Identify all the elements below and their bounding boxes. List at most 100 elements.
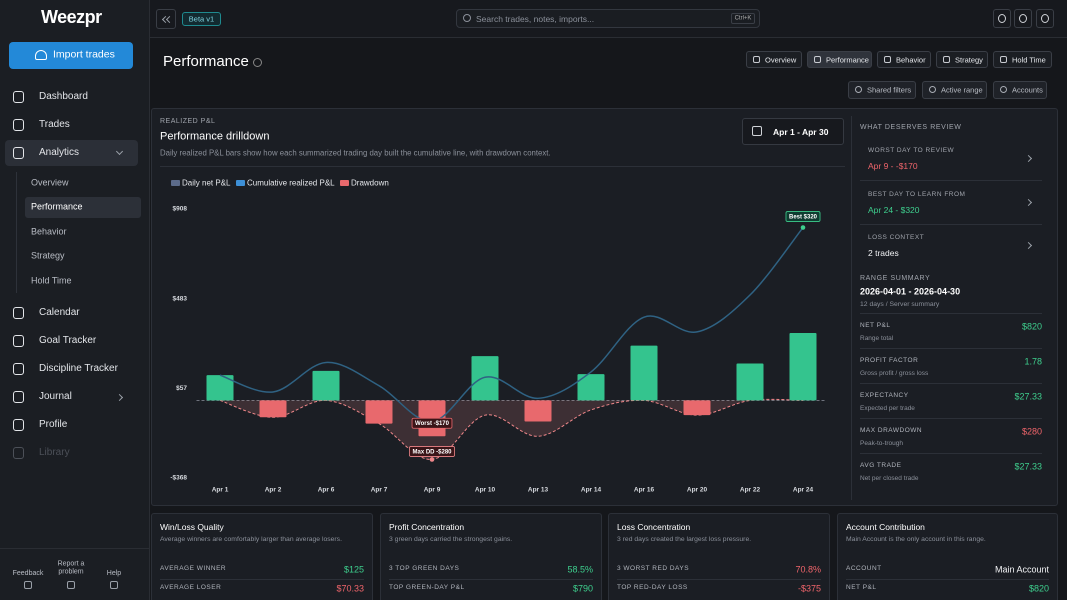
card-row-value: $820 [1028,583,1049,594]
nav-icon [13,419,24,431]
card-row-value: -$375 [797,583,821,594]
card-row-value: 70.8% [795,564,821,575]
nav-item[interactable]: Profile [39,419,68,430]
card-row-value: 58.5% [567,564,593,575]
panel-subtitle: Daily realized P&L bars show how each su… [160,148,551,158]
summary-card [608,513,830,600]
nav-item[interactable]: Discipline Tracker [39,363,118,374]
review-item-label[interactable]: WORST DAY TO REVIEW [868,147,955,155]
review-item-value[interactable]: 2 trades [868,247,899,258]
card-separator [389,579,593,580]
icon-button[interactable] [1014,9,1032,28]
shortcut-badge [731,13,755,24]
date-range[interactable]: Apr 1 - Apr 30 [773,126,829,137]
tab-label[interactable]: Behavior [896,55,926,64]
nav-item[interactable]: Analytics [39,147,80,158]
tab[interactable] [807,51,872,68]
range: 2026-04-01 - 2026-04-30 [860,286,961,297]
nav-item[interactable]: Goal Tracker [39,335,97,346]
icon-button[interactable] [1036,9,1054,28]
review-separator [860,224,1042,225]
card-separator [617,579,821,580]
card-row-label: TOP RED-DAY LOSS [617,584,688,592]
review-title: WHAT DESERVES REVIEW [860,123,962,131]
filter-icon [855,86,862,93]
review-item-label[interactable]: BEST DAY TO LEARN FROM [868,191,966,199]
card-row-value: Main Account [994,564,1049,575]
review-item-value[interactable]: Apr 9 - -$170 [868,160,918,171]
search-box[interactable] [456,9,760,28]
collapse-button[interactable] [156,9,176,29]
search-placeholder: Search trades, notes, imports... [476,13,595,24]
card-title: Win/Loss Quality [160,521,224,532]
nav-item[interactable]: Trades [39,119,70,130]
sidebar [0,0,150,600]
metric-separator [860,383,1042,384]
review-item-value[interactable]: Apr 24 - $320 [868,204,920,215]
nav-active [5,140,138,166]
card-row-value: $790 [572,583,593,594]
sub-nav-item[interactable]: Strategy [31,250,65,261]
range-title: RANGE SUMMARY [860,274,931,282]
footer-link[interactable]: Report a problem [57,560,85,576]
metric-label: PROFIT FACTOR [860,357,919,365]
sub-active [25,197,141,218]
filter-label[interactable]: Active range [941,85,983,95]
nav-icon [13,335,24,347]
filter-button[interactable] [993,81,1047,99]
tab-icon [943,56,950,63]
nav-item[interactable]: Dashboard [39,91,88,102]
nav-item[interactable]: Library [39,447,70,458]
tab-label[interactable]: Strategy [955,55,983,64]
sub-nav-item[interactable]: Behavior [31,226,67,237]
range-note: 12 days / Server summary [860,300,940,308]
nav-icon [13,447,24,459]
panel-title: Performance drilldown [160,130,270,143]
metric-note: Net per closed trade [860,475,919,483]
summary-card [837,513,1058,600]
nav-item[interactable]: Calendar [39,307,80,318]
separator [160,166,845,167]
upload-icon [35,50,47,60]
import-button[interactable] [9,42,133,69]
tab[interactable] [746,51,802,68]
tab-label[interactable]: Hold Time [1012,55,1046,64]
tab[interactable] [877,51,931,68]
nav-item[interactable]: Journal [39,391,72,402]
icon [1041,14,1049,23]
nav-icon [13,363,24,375]
beta-badge [182,12,221,26]
tab-label[interactable]: Overview [765,55,797,64]
sub-nav-item[interactable]: Performance [31,201,83,212]
filter-label[interactable]: Shared filters [867,85,912,95]
footer-link[interactable]: Feedback [12,569,44,577]
sub-line [16,172,17,293]
filter-button[interactable] [922,81,987,99]
metric-note: Expected per trade [860,405,915,413]
sub-nav-item[interactable]: Overview [31,177,69,188]
icon-button[interactable] [993,9,1011,28]
filter-button[interactable] [848,81,916,99]
tab[interactable] [993,51,1052,68]
card-subtitle: 3 green days carried the strongest gains… [389,535,513,543]
summary-card [151,513,373,600]
filter-label[interactable]: Accounts [1012,85,1043,95]
calendar-icon [752,126,762,136]
metric-separator [860,418,1042,419]
review-item-label[interactable]: LOSS CONTEXT [868,234,925,242]
search-icon [463,14,471,22]
tab-label[interactable]: Performance [826,55,869,64]
filter-icon [1000,86,1007,93]
tab[interactable] [936,51,988,68]
metric-note: Range total [860,335,894,343]
card-row-label: AVERAGE WINNER [160,565,227,573]
card-separator [846,579,1049,580]
metric-separator [860,313,1042,314]
beta-badge-label: Beta v1 [188,14,215,24]
review-separator [860,180,1042,181]
footer-link[interactable]: Help [106,569,122,577]
sub-nav-item[interactable]: Hold Time [31,275,72,286]
import-button-label[interactable]: Import trades [53,48,115,61]
date-button[interactable] [742,118,844,145]
card-row-value: $70.33 [336,583,364,594]
